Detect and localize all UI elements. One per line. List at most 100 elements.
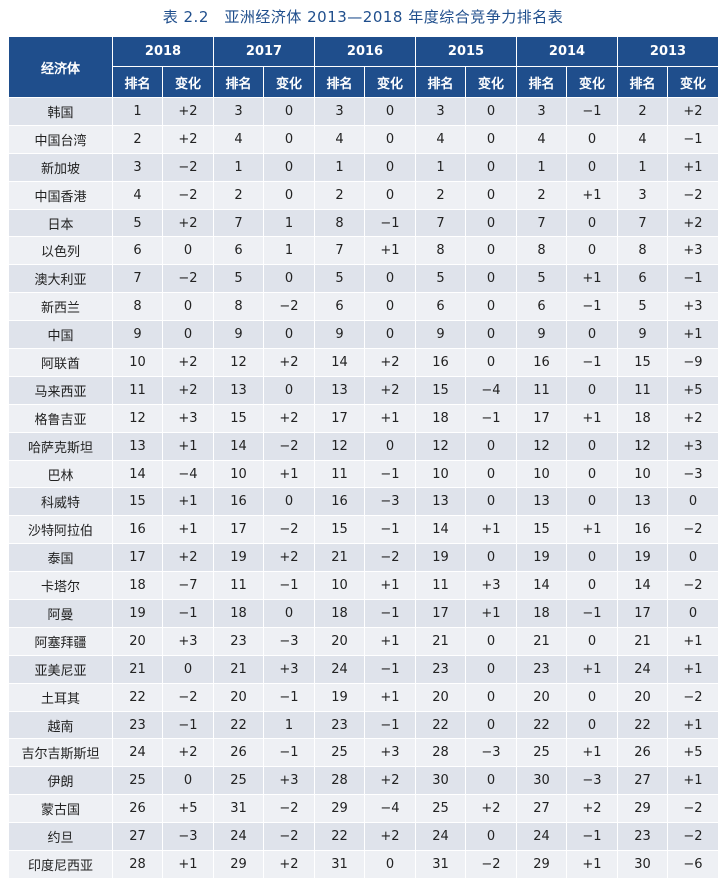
- change-cell: −2: [263, 292, 315, 322]
- change-cell: +1: [667, 654, 719, 684]
- rank-cell: 19: [415, 543, 466, 573]
- change-cell: 0: [566, 124, 618, 154]
- change-cell: +1: [566, 264, 618, 294]
- change-cell: 0: [162, 320, 214, 350]
- rank-cell: 20: [112, 626, 163, 656]
- rank-cell: 10: [516, 459, 567, 489]
- rank-cell: 17: [617, 599, 668, 628]
- change-cell: +1: [364, 403, 416, 433]
- change-cell: −2: [667, 571, 719, 601]
- rank-cell: 8: [516, 236, 567, 266]
- change-cell: −3: [465, 738, 517, 768]
- change-cell: 0: [465, 236, 517, 266]
- table-row: 韩国 1 +2 3 0 3 0 3 0 3 −1 2 +2: [8, 97, 719, 126]
- rank-cell: 27: [516, 794, 567, 824]
- change-cell: 0: [566, 682, 618, 712]
- change-cell: −3: [566, 766, 618, 796]
- change-cell: 0: [566, 626, 618, 656]
- rank-cell: 13: [617, 487, 668, 517]
- rank-cell: 20: [516, 682, 567, 712]
- change-cell: 0: [667, 487, 719, 517]
- rank-cell: 17: [314, 403, 365, 433]
- rank-cell: 3: [213, 97, 264, 126]
- rank-cell: 8: [213, 292, 264, 322]
- change-cell: −2: [162, 264, 214, 294]
- change-cell: −2: [667, 180, 719, 210]
- change-cell: +1: [465, 515, 517, 545]
- change-cell: 0: [465, 208, 517, 238]
- change-cell: 0: [465, 543, 517, 573]
- rank-cell: 19: [516, 543, 567, 573]
- rank-cell: 30: [617, 850, 668, 879]
- rank-cell: 17: [516, 403, 567, 433]
- change-cell: 0: [364, 180, 416, 210]
- rank-cell: 2: [213, 180, 264, 210]
- table-row: 中国台湾 2 +2 4 0 4 0 4 0 4 0 4 −1: [8, 124, 719, 154]
- change-cell: 0: [465, 431, 517, 461]
- rank-cell: 20: [213, 682, 264, 712]
- rank-cell: 19: [314, 682, 365, 712]
- change-cell: +1: [364, 236, 416, 266]
- rank-cell: 5: [617, 292, 668, 322]
- change-cell: 1: [263, 236, 315, 266]
- rank-cell: 18: [617, 403, 668, 433]
- rank-cell: 14: [314, 348, 365, 377]
- rank-cell: 20: [415, 682, 466, 712]
- rank-cell: 6: [112, 236, 163, 266]
- change-cell: 0: [566, 487, 618, 517]
- change-cell: 0: [465, 180, 517, 210]
- rank-cell: 30: [516, 766, 567, 796]
- economy-name: 泰国: [8, 543, 113, 573]
- change-cell: +1: [364, 682, 416, 712]
- change-cell: +3: [667, 236, 719, 266]
- rank-cell: 1: [415, 152, 466, 182]
- year-header: 2018: [112, 36, 214, 67]
- table-row: 新加坡 3 −2 1 0 1 0 1 0 1 0 1 +1: [8, 152, 719, 182]
- change-cell: +1: [162, 487, 214, 517]
- change-cell: +1: [364, 626, 416, 656]
- rank-cell: 25: [516, 738, 567, 768]
- rank-cell: 12: [314, 431, 365, 461]
- rank-cell: 6: [516, 292, 567, 322]
- change-cell: 0: [364, 431, 416, 461]
- rank-cell: 13: [213, 375, 264, 405]
- change-cell: +1: [162, 850, 214, 879]
- rank-cell: 10: [213, 459, 264, 489]
- rank-cell: 7: [516, 208, 567, 238]
- change-cell: 0: [364, 320, 416, 350]
- rank-cell: 13: [516, 487, 567, 517]
- table-row: 新西兰 8 0 8 −2 6 0 6 0 6 −1 5 +3: [8, 292, 719, 322]
- change-cell: +3: [263, 766, 315, 796]
- table-row: 日本 5 +2 7 1 8 −1 7 0 7 0 7 +2: [8, 208, 719, 238]
- table-row: 马来西亚 11 +2 13 0 13 +2 15 −4 11 0 11 +5: [8, 375, 719, 405]
- change-cell: 0: [263, 264, 315, 294]
- rank-cell: 16: [314, 487, 365, 517]
- rank-cell: 25: [213, 766, 264, 796]
- change-cell: +5: [667, 738, 719, 768]
- rank-cell: 19: [617, 543, 668, 573]
- rank-cell: 7: [112, 264, 163, 294]
- rank-cell: 6: [415, 292, 466, 322]
- change-cell: −2: [162, 180, 214, 210]
- rank-cell: 2: [617, 97, 668, 126]
- year-header: 2014: [516, 36, 618, 67]
- change-cell: −2: [667, 822, 719, 852]
- rank-cell: 24: [314, 654, 365, 684]
- change-cell: −2: [162, 682, 214, 712]
- change-cell: 0: [162, 654, 214, 684]
- rank-cell: 24: [213, 822, 264, 852]
- change-cell: +3: [667, 431, 719, 461]
- rank-header: 排名: [112, 66, 163, 98]
- change-cell: 0: [465, 348, 517, 377]
- rank-cell: 5: [415, 264, 466, 294]
- change-header: 变化: [566, 66, 618, 98]
- rank-cell: 2: [516, 180, 567, 210]
- economy-name: 中国台湾: [8, 124, 113, 154]
- rank-cell: 19: [112, 599, 163, 628]
- rank-cell: 10: [415, 459, 466, 489]
- change-cell: +2: [364, 822, 416, 852]
- change-cell: +1: [566, 403, 618, 433]
- change-cell: +1: [667, 626, 719, 656]
- rank-cell: 18: [314, 599, 365, 628]
- change-cell: 0: [566, 543, 618, 573]
